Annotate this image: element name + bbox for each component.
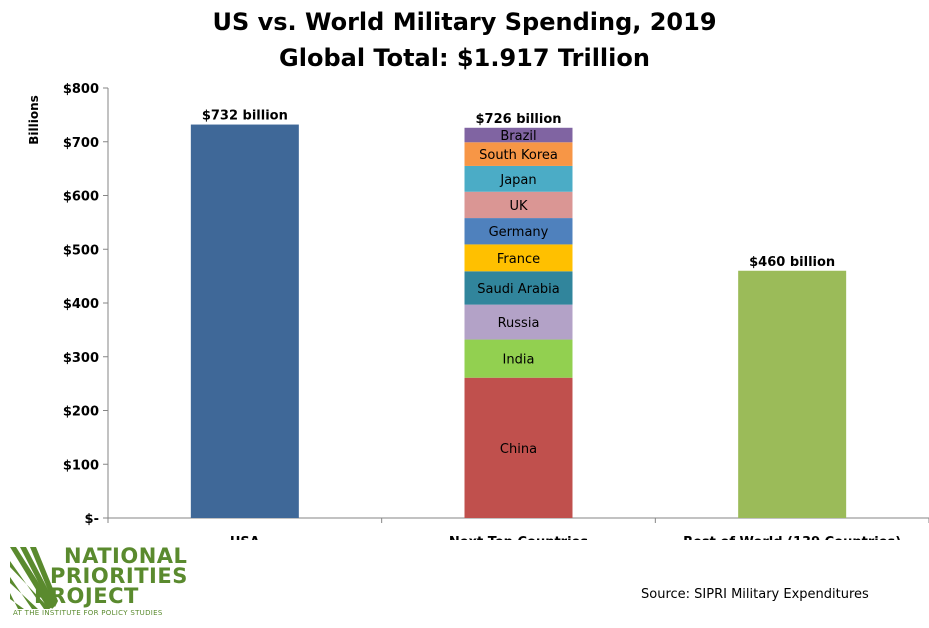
logo-rays-icon (10, 547, 58, 609)
y-tick-label: $400 (63, 297, 99, 312)
segment-label: Saudi Arabia (477, 282, 560, 297)
y-tick-label: $200 (63, 405, 99, 420)
bar-segment (464, 304, 573, 340)
bar-segment (464, 142, 573, 166)
segment-label: Japan (499, 173, 536, 188)
x-category-label: Next Ten Countries (449, 535, 588, 540)
bar-segment (464, 191, 573, 219)
bar-segment (464, 339, 573, 378)
y-tick-label: $700 (63, 136, 99, 151)
segment-label: South Korea (479, 148, 558, 163)
y-tick-label: $600 (63, 190, 99, 205)
bar-total-label: $460 billion (749, 255, 835, 270)
logo-line-1: NATIONAL (64, 544, 188, 568)
logo-line-2: PRIORITIES (50, 564, 188, 588)
y-tick-label: $800 (63, 82, 99, 97)
bar-segment (464, 244, 573, 272)
chart-subtitle: Global Total: $1.917 Trillion (279, 44, 650, 72)
bar-segment (464, 377, 573, 518)
logo-tagline: AT THE INSTITUTE FOR POLICY STUDIES (13, 609, 163, 617)
y-tick-label: $300 (63, 351, 99, 366)
x-category-label: Rest of World (139 Countries) (683, 535, 901, 540)
segment-label: China (500, 442, 537, 457)
bar-total-label: $732 billion (202, 109, 288, 124)
national-priorities-project-logo: NATIONAL PRIORITIES PROJECT AT THE INSTI… (10, 545, 225, 623)
x-category-label: USA (230, 535, 260, 540)
bar-total-label: $726 billion (475, 112, 561, 127)
segment-label: France (497, 252, 540, 267)
bar-segment (464, 271, 573, 305)
bar-segment (190, 124, 299, 519)
segment-label: Russia (498, 316, 540, 331)
bar-segment (738, 270, 847, 518)
segment-label: UK (509, 199, 528, 214)
bar-segment (464, 218, 573, 245)
y-tick-label: $- (85, 512, 99, 527)
segment-label: Germany (489, 225, 549, 240)
segment-label: India (503, 353, 535, 368)
source-note: Source: SIPRI Military Expenditures (641, 587, 869, 602)
y-tick-label: $500 (63, 243, 99, 258)
y-axis-label: Billions (27, 95, 41, 145)
logo-line-3: PROJECT (34, 584, 139, 608)
segment-label: Brazil (500, 129, 536, 144)
chart-canvas: $- $100 $200 $300 $400 $500 $600 $700 $800 Billio… (27, 82, 929, 540)
bar-segment (464, 165, 573, 192)
bar-segment (464, 127, 573, 143)
y-tick-label: $100 (63, 458, 99, 473)
chart-title: US vs. World Military Spending, 2019 (212, 8, 717, 36)
